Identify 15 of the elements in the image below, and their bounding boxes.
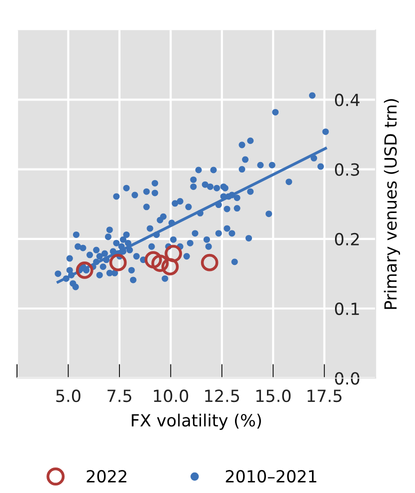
y-tick-label: 0.0 — [335, 372, 360, 385]
x-tick-label: 12.5 — [205, 390, 240, 402]
x-tick-label: 5.0 — [56, 390, 80, 402]
x-tick-label: 10.0 — [154, 390, 188, 402]
y-tick-label: 0.3 — [335, 163, 360, 176]
x-tick-label: 7.5 — [108, 390, 132, 402]
y-tick-label: 0.1 — [335, 302, 359, 316]
x-tick-label: 17.5 — [308, 390, 342, 402]
legend-label: 2022 — [86, 470, 126, 483]
x-tick-label: 15.0 — [256, 390, 291, 402]
x-axis-title: FX volatility (%) — [132, 414, 261, 430]
y-tick-label: 0.2 — [335, 232, 359, 246]
y-axis-title: Primary venues (USD trn) — [384, 99, 400, 309]
y-tick-label: 0.4 — [335, 94, 360, 106]
legend-label: 2010–2021 — [226, 470, 316, 483]
